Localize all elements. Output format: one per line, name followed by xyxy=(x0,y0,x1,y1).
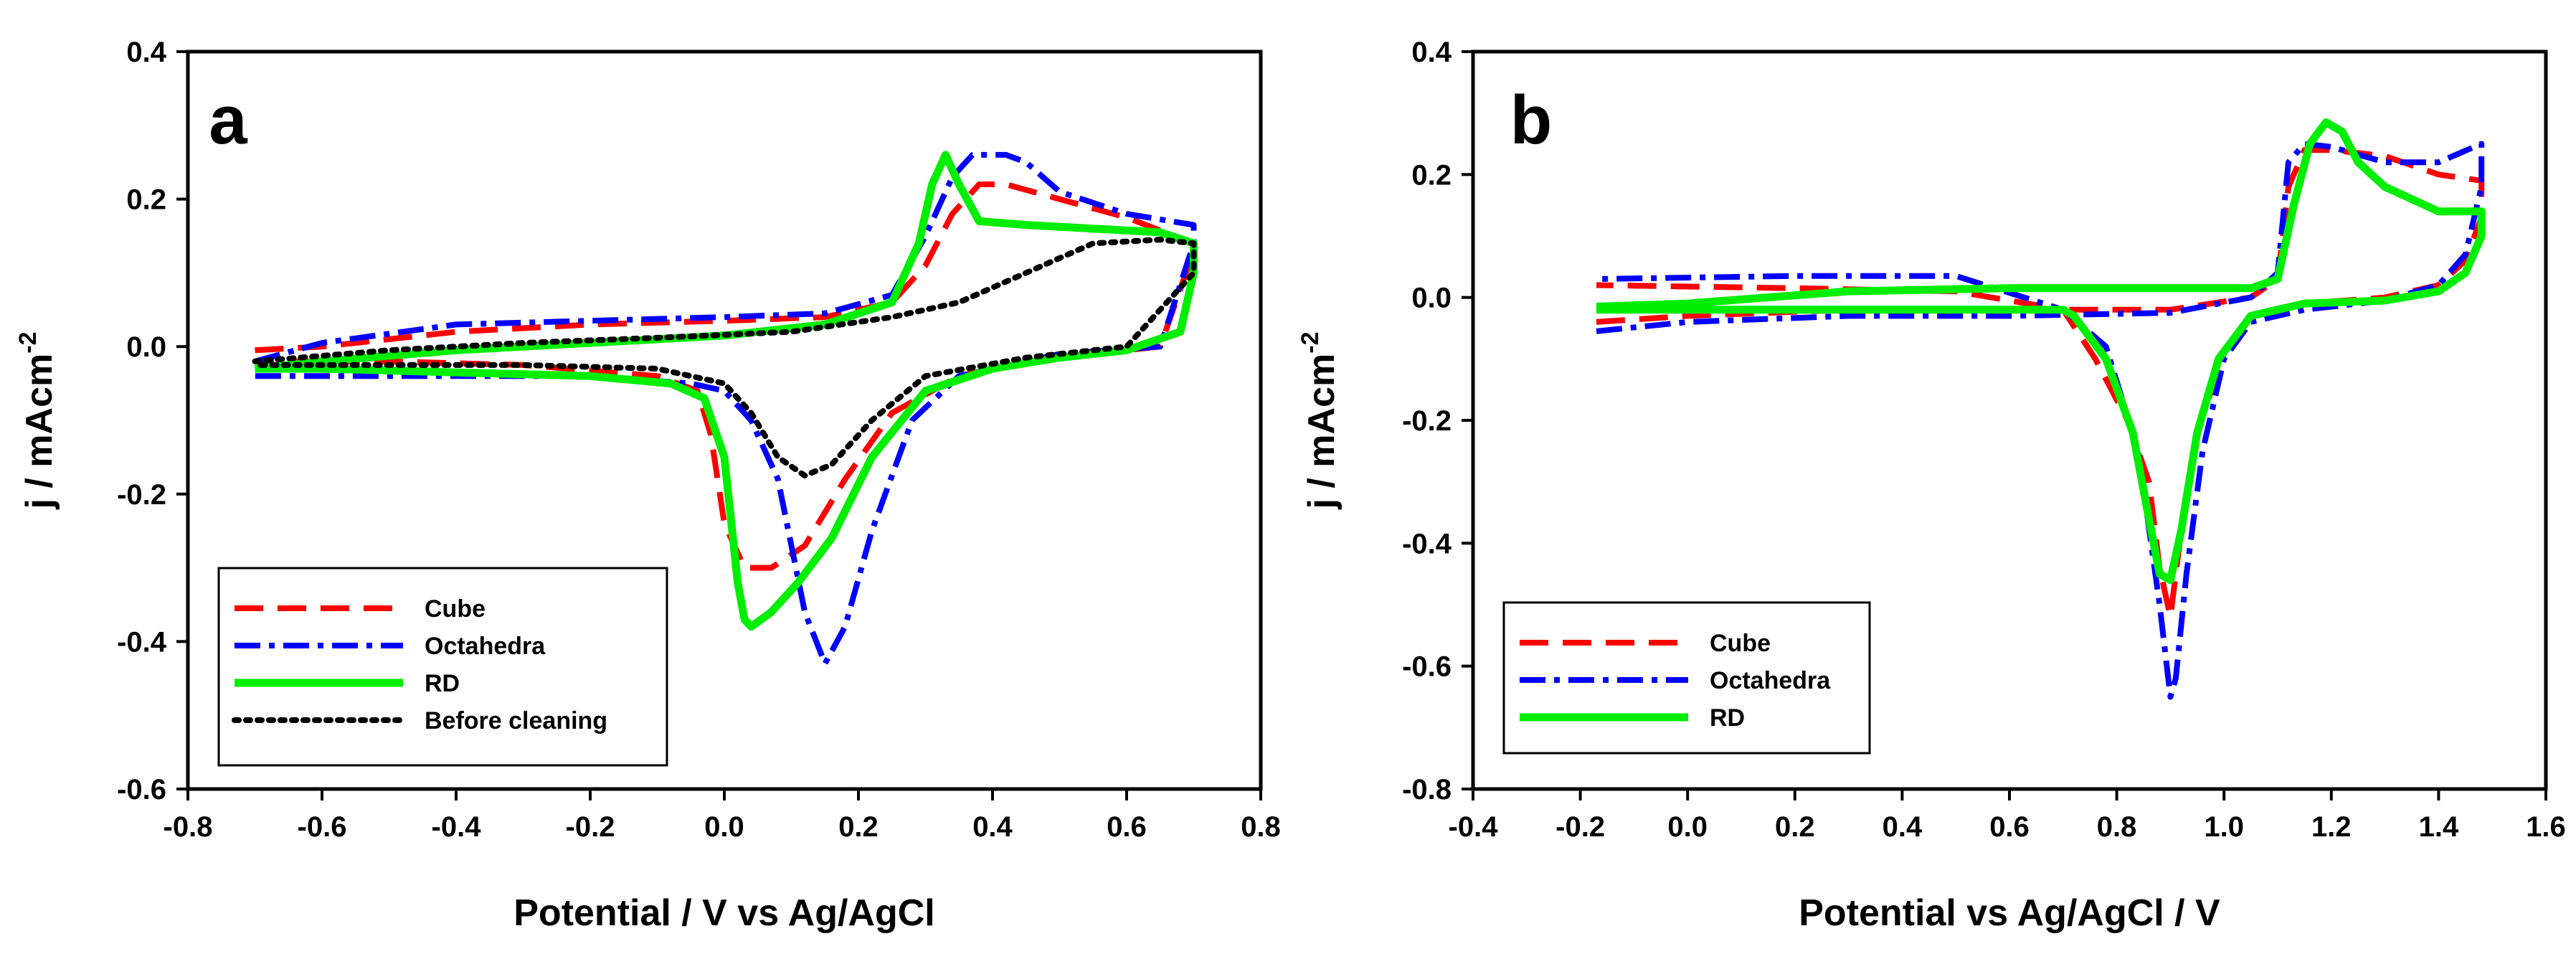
series-line-octahedra xyxy=(1596,141,2485,700)
panel-label: b xyxy=(1510,82,1553,159)
panel-label: a xyxy=(209,82,247,159)
y-tick-label: 0.0 xyxy=(1411,283,1452,314)
legend-entry: RD xyxy=(425,670,460,697)
y-tick-label: -0.2 xyxy=(1402,405,1452,437)
x-tick-label: 0.2 xyxy=(1775,811,1815,843)
legend-box xyxy=(217,567,668,767)
legend-entry: Octahedra xyxy=(1710,667,1831,694)
legend: Cube Octahedra RD Before cleaning xyxy=(217,567,668,767)
legend: Cube Octahedra RD xyxy=(1502,601,1871,755)
series-line-cube xyxy=(255,181,1197,571)
series-group xyxy=(1596,118,2486,700)
y-tick-label: -0.2 xyxy=(117,479,166,511)
x-axis-label: Potential vs Ag/AgCl / V xyxy=(1799,892,2220,934)
y-tick-label: -0.4 xyxy=(117,626,167,658)
series-line-before-cleaning xyxy=(252,237,1197,479)
y-tick-label: 0.0 xyxy=(126,331,166,363)
x-tick-label: -0.6 xyxy=(298,811,347,843)
y-tick-label: -0.4 xyxy=(1402,528,1452,559)
x-tick-label: -0.2 xyxy=(566,811,615,843)
y-axis-label-superscript: -2 xyxy=(14,332,42,354)
series-line-rd xyxy=(254,151,1198,631)
x-tick-label: 0.8 xyxy=(1241,811,1281,843)
legend-entry: Cube xyxy=(1710,630,1771,657)
series-line-octahedra xyxy=(254,151,1197,667)
y-tick-label: 0.4 xyxy=(1411,37,1452,68)
series-line-rd xyxy=(1596,118,2486,585)
y-tick-label: 0.4 xyxy=(126,37,166,68)
y-tick-label: -0.6 xyxy=(117,774,166,806)
x-tick-label: 0.8 xyxy=(2097,811,2137,843)
series-group xyxy=(252,151,1198,667)
x-axis-label: Potential / V vs Ag/AgCl xyxy=(513,892,935,934)
y-axis-label-main: j / mAcm xyxy=(1301,354,1343,510)
x-tick-label: 1.2 xyxy=(2311,811,2352,843)
chart-panel-a: -0.8 -0.6 -0.4 -0.2 0.0 0.2 0.4 0.6 0.8 -0.6 -0.4 -… xyxy=(14,37,1281,934)
x-tick-label: 0.4 xyxy=(972,811,1013,843)
x-tick-label: 0.0 xyxy=(1667,811,1708,843)
plot-frame xyxy=(186,49,1263,791)
x-tick-label: -0.4 xyxy=(432,811,482,843)
legend-entry: RD xyxy=(1710,704,1745,732)
y-axis-label-superscript: -2 xyxy=(1297,332,1324,354)
y-tick-label: 0.2 xyxy=(126,184,166,216)
x-tick-label: 0.4 xyxy=(1883,811,1923,843)
chart-panel-b: -0.4 -0.2 0.0 0.2 0.4 0.6 0.8 1.0 1.2 1.4 1.6 -0.8 -… xyxy=(1297,37,2566,934)
x-tick-label: 1.6 xyxy=(2526,811,2566,843)
legend-entry: Octahedra xyxy=(425,633,546,660)
x-tick-label: -0.8 xyxy=(164,811,213,843)
series-line-cube xyxy=(1596,147,2485,620)
y-axis-label-main: j / mAcm xyxy=(19,354,60,510)
x-tick-label: -0.2 xyxy=(1555,811,1605,843)
y-tick-label: 0.2 xyxy=(1411,159,1452,191)
x-tick-label: 0.0 xyxy=(704,811,744,843)
x-tick-label: 0.2 xyxy=(838,811,879,843)
x-tick-label: 1.0 xyxy=(2204,811,2244,843)
x-tick-label: 0.6 xyxy=(1989,811,2030,843)
y-axis-label: j / mAcm-2 xyxy=(1297,332,1343,510)
x-tick-label: 1.4 xyxy=(2419,811,2459,843)
plot-frame xyxy=(1471,49,2548,791)
y-tick-label: -0.6 xyxy=(1402,651,1452,683)
x-tick-label: -0.4 xyxy=(1449,811,1499,843)
x-tick-label: 0.6 xyxy=(1107,811,1147,843)
legend-entry: Cube xyxy=(425,595,486,623)
y-tick-label: -0.8 xyxy=(1402,774,1452,806)
y-axis-label: j / mAcm-2 xyxy=(14,332,60,510)
legend-entry: Before cleaning xyxy=(425,707,607,734)
